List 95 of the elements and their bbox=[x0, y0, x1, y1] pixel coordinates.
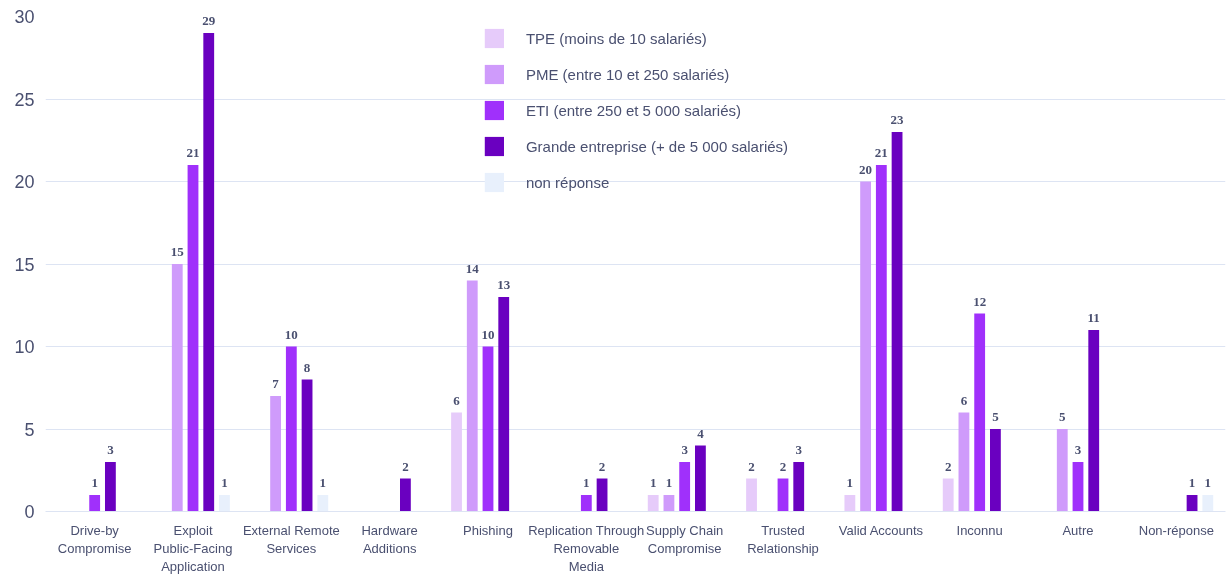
y-tick-label: 0 bbox=[24, 502, 35, 522]
data-label: 11 bbox=[1087, 310, 1100, 325]
x-tick-label: Drive-by Compromise bbox=[57, 522, 132, 556]
data-label: 20 bbox=[859, 161, 873, 177]
x-tick-label: Non-réponse bbox=[1138, 522, 1214, 538]
data-label: 6 bbox=[960, 392, 968, 408]
bar bbox=[663, 495, 675, 512]
bar bbox=[1056, 429, 1068, 512]
bar bbox=[1088, 330, 1100, 512]
data-label: 3 bbox=[107, 442, 115, 457]
legend-label: Grande entreprise (+ de 5 000 salariés) bbox=[525, 137, 789, 155]
data-label: 10 bbox=[284, 326, 298, 342]
bar bbox=[1072, 462, 1084, 512]
data-label: 23 bbox=[890, 112, 905, 127]
legend-label: PME (entre 10 et 250 salariés) bbox=[525, 65, 730, 83]
bar bbox=[875, 165, 887, 512]
data-label: 5 bbox=[992, 409, 1000, 424]
bar bbox=[679, 462, 691, 512]
bar bbox=[466, 280, 478, 512]
data-label: 5 bbox=[1059, 409, 1067, 424]
bar bbox=[89, 495, 101, 512]
legend-label: ETI (entre 250 et 5 000 salariés) bbox=[525, 101, 742, 119]
bar bbox=[580, 495, 592, 512]
data-label: 1 bbox=[1204, 475, 1212, 490]
data-label: 1 bbox=[91, 475, 98, 490]
bar bbox=[203, 33, 215, 512]
x-tick-label: External Remote Services bbox=[242, 522, 340, 556]
data-label: 2 bbox=[944, 458, 952, 474]
data-label: 2 bbox=[402, 458, 409, 474]
data-label: 14 bbox=[465, 260, 480, 276]
bar bbox=[694, 445, 706, 512]
legend-label: non réponse bbox=[525, 173, 610, 191]
data-label: 2 bbox=[748, 458, 755, 474]
bar bbox=[187, 165, 199, 512]
x-tick-label: Phishing bbox=[463, 522, 513, 538]
data-label: 29 bbox=[202, 13, 216, 28]
bar bbox=[285, 346, 297, 512]
x-tick-label: Trusted Relationship bbox=[747, 522, 819, 556]
data-label: 8 bbox=[303, 359, 311, 375]
y-tick-label: 20 bbox=[14, 172, 35, 192]
bar bbox=[958, 412, 970, 512]
bar bbox=[104, 462, 116, 512]
data-label: 15 bbox=[170, 244, 185, 259]
data-label: 3 bbox=[1074, 442, 1082, 457]
legend-label: TPE (moins de 10 salariés) bbox=[525, 29, 707, 47]
y-tick-label: 25 bbox=[14, 89, 35, 110]
bar bbox=[746, 478, 757, 512]
data-label: 1 bbox=[665, 475, 673, 490]
data-label: 12 bbox=[973, 293, 987, 309]
bar bbox=[942, 478, 954, 512]
x-tick-label: Supply Chain Compromise bbox=[646, 522, 724, 556]
y-tick-label: 15 bbox=[14, 254, 35, 275]
data-label: 13 bbox=[497, 277, 511, 292]
data-label: 1 bbox=[319, 475, 327, 490]
data-label: 1 bbox=[649, 475, 657, 490]
x-tick-label: Exploit Public-Facing Application bbox=[153, 522, 233, 574]
bar bbox=[891, 132, 903, 512]
bar bbox=[301, 379, 313, 512]
x-tick-label: Valid Accounts bbox=[838, 522, 924, 538]
x-tick-label: Replication Through Removable Media bbox=[528, 522, 645, 574]
bar bbox=[1186, 495, 1198, 512]
data-label: 21 bbox=[874, 145, 888, 160]
bar bbox=[270, 396, 282, 512]
y-tick-label: 10 bbox=[14, 337, 35, 357]
bar bbox=[974, 313, 986, 512]
bar bbox=[844, 495, 856, 512]
bar bbox=[451, 412, 462, 512]
bar bbox=[482, 346, 494, 512]
data-label: 10 bbox=[481, 326, 495, 342]
data-label: 1 bbox=[846, 475, 854, 490]
bar bbox=[596, 478, 608, 512]
data-label: 3 bbox=[795, 442, 803, 457]
bar bbox=[498, 297, 510, 512]
bar bbox=[793, 462, 805, 512]
data-label: 4 bbox=[697, 425, 705, 441]
bar bbox=[171, 264, 183, 512]
data-label: 1 bbox=[1188, 475, 1196, 490]
data-label: 2 bbox=[779, 458, 787, 474]
data-label: 1 bbox=[221, 475, 228, 490]
data-label: 6 bbox=[453, 392, 461, 408]
bar bbox=[860, 181, 872, 512]
data-label: 21 bbox=[186, 145, 200, 160]
data-label: 3 bbox=[681, 442, 689, 457]
x-tick-label: Inconnu bbox=[956, 522, 1003, 538]
data-label: 7 bbox=[272, 376, 280, 391]
x-tick-label: Hardware Additions bbox=[361, 522, 418, 556]
bar bbox=[777, 478, 789, 512]
x-tick-label: Autre bbox=[1062, 522, 1094, 538]
bar bbox=[989, 429, 1001, 512]
bar bbox=[399, 478, 411, 512]
y-tick-label: 30 bbox=[14, 7, 35, 27]
bar bbox=[647, 495, 659, 512]
y-tick-label: 5 bbox=[24, 419, 35, 440]
data-label: 2 bbox=[598, 458, 606, 474]
data-label: 1 bbox=[583, 475, 590, 490]
